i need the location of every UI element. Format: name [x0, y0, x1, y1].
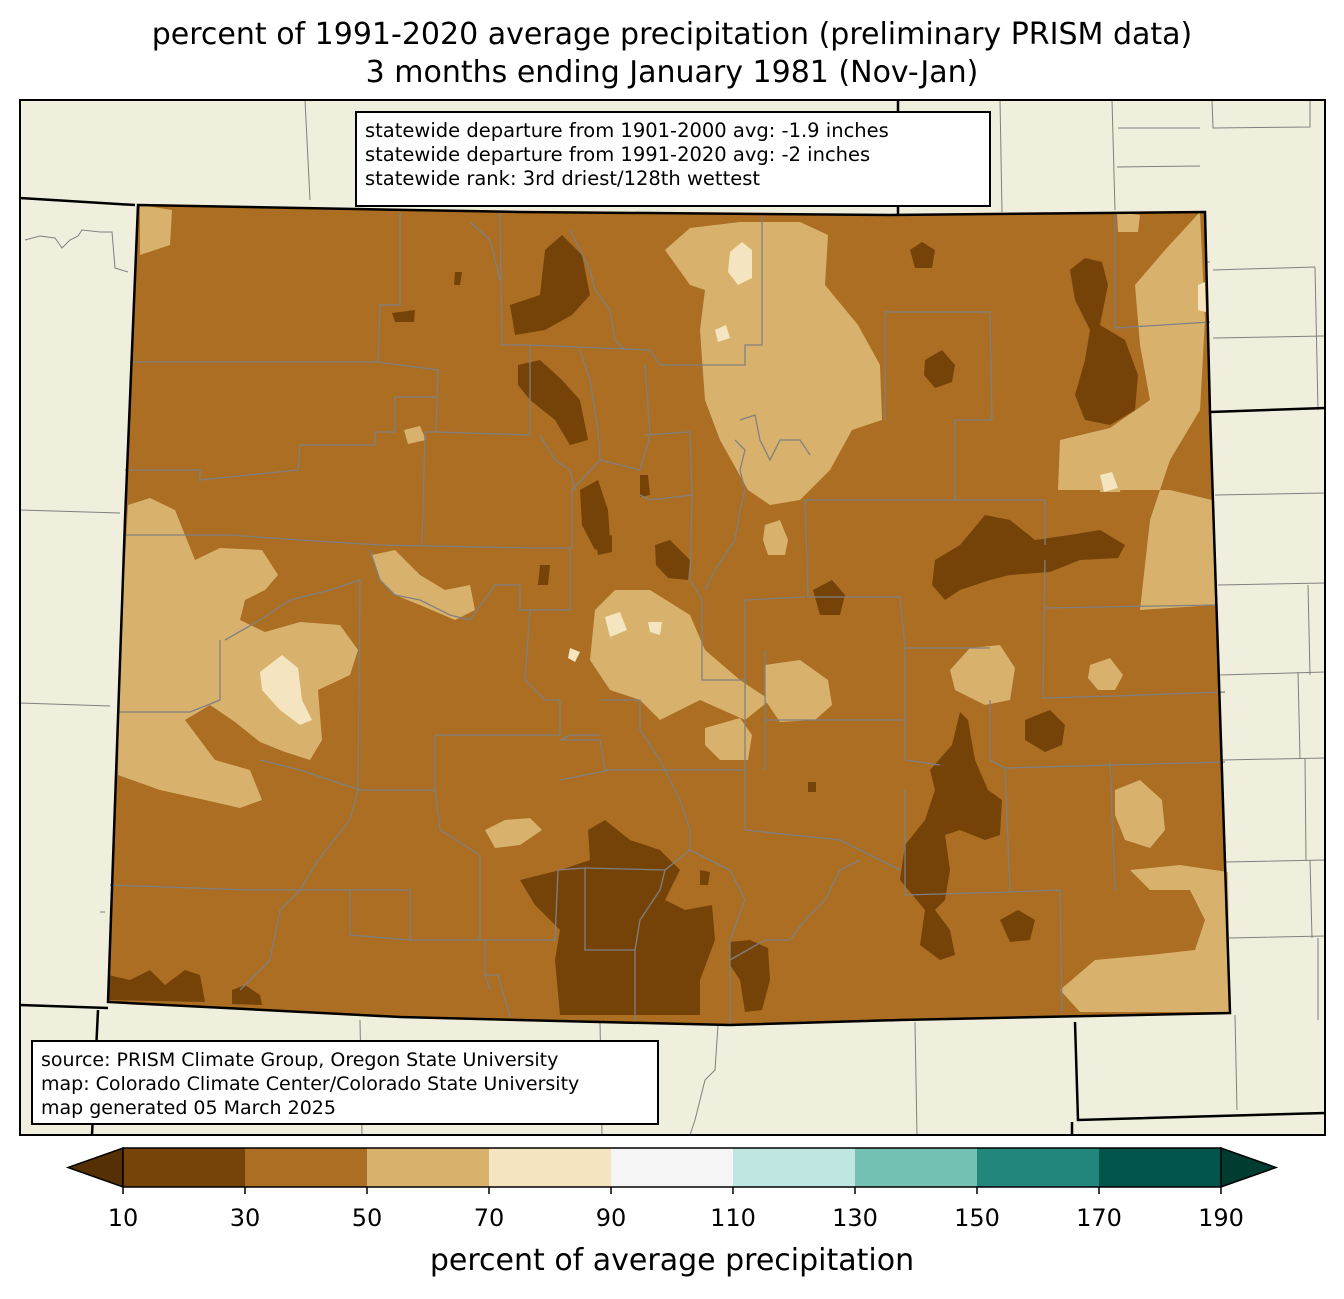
- source-line: source: PRISM Climate Group, Oregon Stat…: [41, 1049, 559, 1071]
- colorbar-tick-label: 170: [1076, 1204, 1122, 1232]
- colorbar-over-arrow: [1220, 1146, 1279, 1189]
- colorbar-segment: [489, 1148, 612, 1187]
- map-frame: [19, 99, 1326, 1136]
- statewide-stats-box: statewide departure from 1901-2000 avg: …: [355, 111, 991, 207]
- neighbor-county-lines: [19, 99, 1326, 1136]
- colorbar: [65, 1146, 1279, 1194]
- stat-departure-1901-2000: statewide departure from 1901-2000 avg: …: [365, 119, 889, 142]
- colorbar-tick-label: 50: [351, 1204, 383, 1232]
- colorbar-tick-label: 110: [710, 1204, 756, 1232]
- colorbar-segment: [977, 1148, 1100, 1187]
- colorbar-label: percent of average precipitation: [429, 1243, 915, 1278]
- generated-date-line: map generated 05 March 2025: [41, 1097, 336, 1119]
- colorbar-tick-label: 150: [954, 1204, 1000, 1232]
- source-credit-box: source: PRISM Climate Group, Oregon Stat…: [31, 1040, 659, 1125]
- colorbar-tick-label: 130: [832, 1204, 878, 1232]
- colorbar-tick-label: 190: [1198, 1204, 1244, 1232]
- map-title-line1: percent of 1991-2020 average precipitati…: [151, 17, 1193, 52]
- precip-70-90-regions: [260, 242, 1206, 725]
- colorbar-tick-label: 70: [473, 1204, 505, 1232]
- stat-departure-1991-2020: statewide departure from 1991-2020 avg: …: [365, 143, 871, 166]
- colorbar-segment: [245, 1148, 368, 1187]
- colorbar-segment: [123, 1148, 246, 1187]
- colorbar-segment: [367, 1148, 490, 1187]
- map-credit-line: map: Colorado Climate Center/Colorado St…: [41, 1073, 580, 1095]
- stat-rank: statewide rank: 3rd driest/128th wettest: [365, 167, 761, 190]
- colorbar-frame: [122, 1147, 1222, 1188]
- colorbar-under-arrow: [65, 1146, 124, 1189]
- precip-50-70-regions: [118, 205, 1230, 1012]
- map-title-line2: 3 months ending January 1981 (Nov-Jan): [365, 55, 979, 90]
- colorbar-segment: [733, 1148, 856, 1187]
- colorado-border: [106, 203, 1232, 1027]
- colorbar-segment: [1099, 1148, 1222, 1187]
- colorbar-tick-label: 30: [229, 1204, 261, 1232]
- colorbar-tick-label: 90: [595, 1204, 627, 1232]
- colorbar-segment: [855, 1148, 978, 1187]
- colorbar-tick-label: 10: [107, 1204, 139, 1232]
- county-lines: [109, 211, 1226, 1025]
- colorbar-segment: [611, 1148, 734, 1187]
